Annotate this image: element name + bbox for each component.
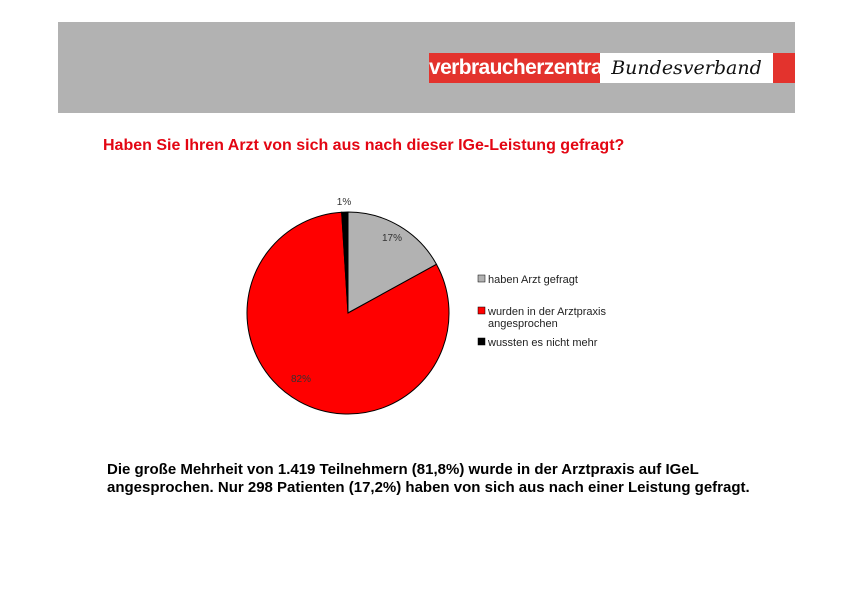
- legend-swatch: [477, 337, 486, 346]
- logo-red-block: [773, 53, 795, 83]
- legend-label: angesprochen: [488, 318, 558, 330]
- legend-swatch: [477, 274, 486, 283]
- legend-label: wurden in der Arztpraxis: [487, 306, 606, 318]
- slide-title: Haben Sie Ihren Arzt von sich aus nach d…: [103, 137, 625, 154]
- logo-verbraucherzentrale: verbraucherzentrale: [429, 53, 619, 83]
- slice-label: 1%: [337, 197, 352, 208]
- slice-label: 17%: [382, 233, 402, 244]
- pie-slice: [347, 211, 438, 314]
- legend-label: wussten es nicht mehr: [487, 337, 598, 349]
- slice-label: 82%: [291, 374, 311, 385]
- legend-label: haben Arzt gefragt: [488, 274, 578, 286]
- pie-slice: [341, 211, 349, 314]
- legend-swatch: [477, 306, 486, 315]
- summary-text: Die große Mehrheit von 1.419 Teilnehmern…: [107, 461, 750, 496]
- logo-bundesverband: Bundesverband: [600, 53, 773, 83]
- pie-slice: [246, 211, 450, 415]
